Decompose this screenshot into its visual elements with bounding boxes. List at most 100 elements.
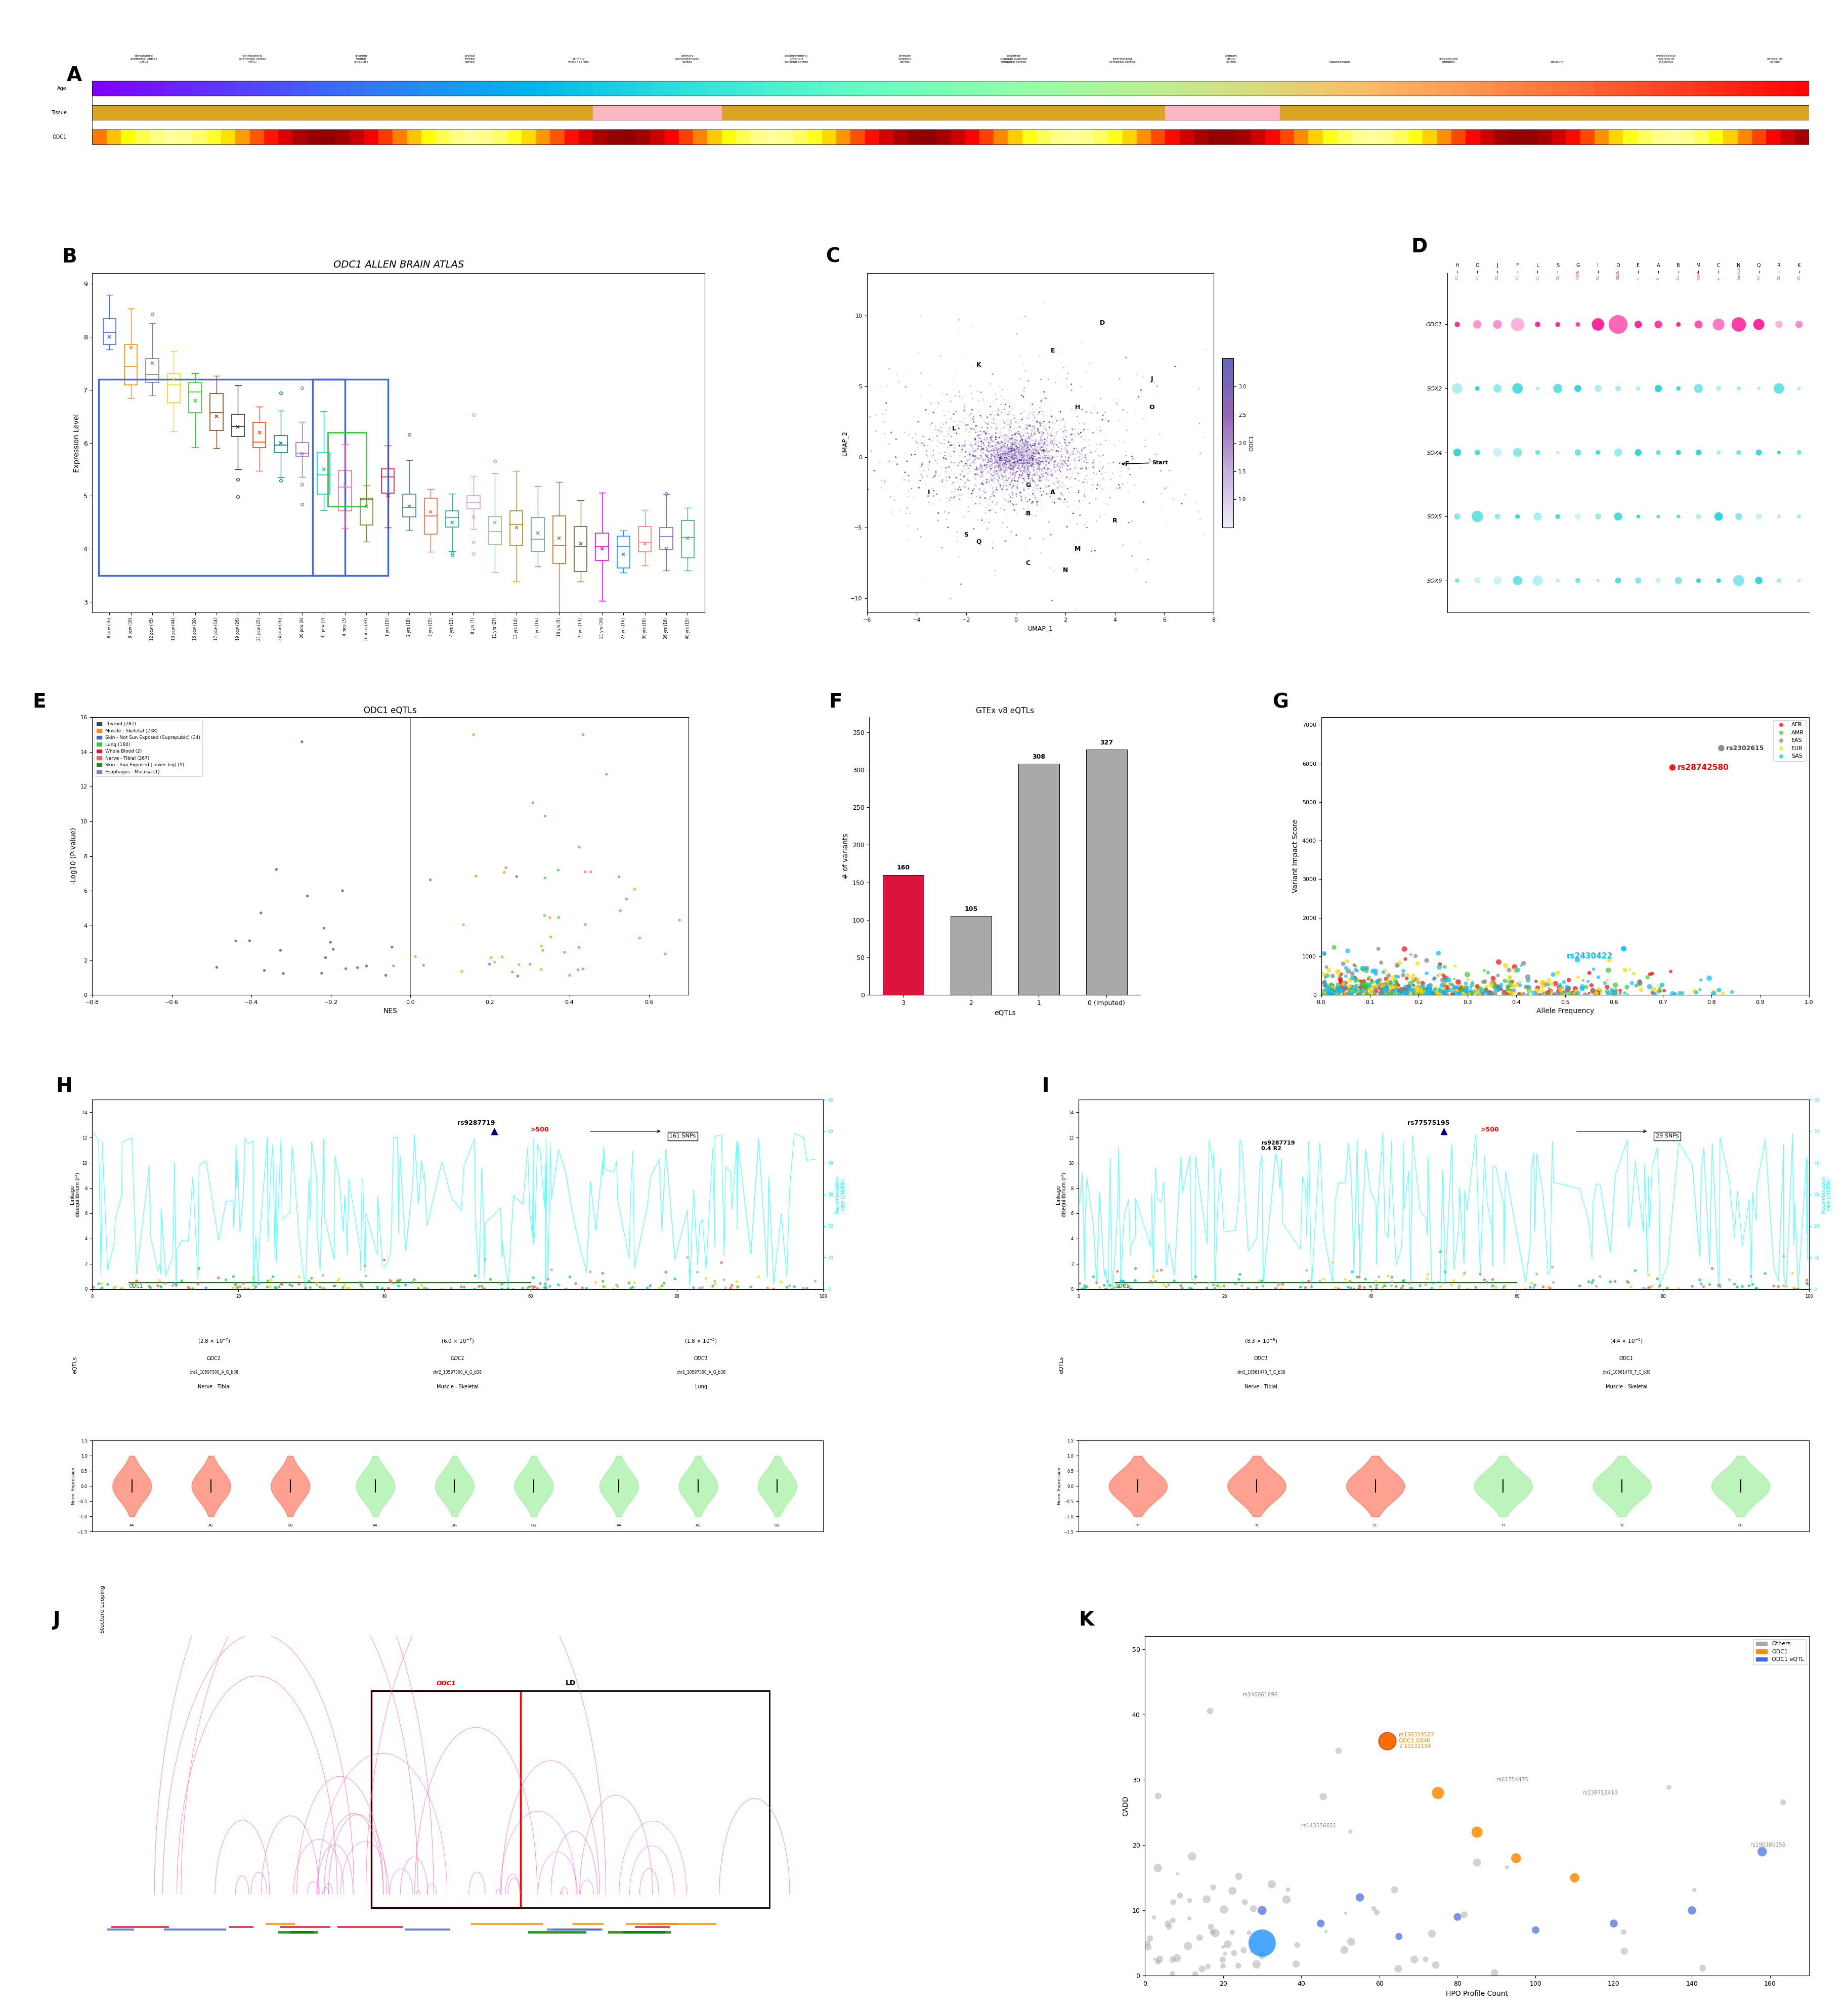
Point	[1623, 373, 1652, 405]
AMR	[1381, 966, 1410, 998]
Point	[1032, 433, 1061, 466]
Point	[1170, 478, 1200, 510]
Point	[1453, 1272, 1482, 1304]
Point	[980, 448, 1010, 480]
Point	[635, 1270, 665, 1302]
Point	[1008, 423, 1037, 456]
Point	[310, 911, 340, 943]
Text: 327: 327	[1100, 740, 1113, 746]
Bar	[1137, 81, 1152, 95]
Point	[916, 439, 945, 472]
Point	[906, 450, 936, 482]
Point	[905, 337, 934, 369]
Bar	[179, 81, 192, 95]
Others	[1174, 1885, 1204, 1917]
Point	[487, 1272, 517, 1304]
AMR	[1685, 974, 1715, 1006]
Bar	[1065, 129, 1080, 145]
Point	[467, 1270, 497, 1302]
Point	[1037, 444, 1067, 476]
Point	[1008, 450, 1037, 482]
Point	[581, 1266, 611, 1298]
Point	[1023, 448, 1052, 480]
Text: C: C	[1026, 560, 1030, 566]
Point	[964, 419, 993, 452]
Point	[901, 417, 930, 450]
SAS	[1589, 968, 1619, 1000]
Text: A: A	[66, 67, 81, 85]
EUR	[1316, 976, 1346, 1008]
Point	[1004, 435, 1034, 468]
Bar	[279, 81, 294, 95]
Bar	[1180, 81, 1194, 95]
Point	[988, 464, 1017, 496]
Point	[1013, 454, 1043, 486]
Point	[1008, 466, 1037, 498]
AFR	[1316, 978, 1346, 1010]
Point	[1017, 470, 1047, 502]
Point	[1785, 500, 1815, 532]
EAS	[1495, 954, 1525, 986]
Point	[122, 1264, 151, 1296]
Point	[1028, 442, 1058, 474]
Point	[993, 444, 1023, 476]
Point	[969, 476, 999, 508]
Bar	[1019, 764, 1060, 996]
Point	[1036, 456, 1065, 488]
Point	[1058, 458, 1087, 490]
Point	[951, 450, 980, 482]
Point	[1543, 308, 1573, 341]
Point	[930, 496, 960, 528]
Point	[973, 421, 1002, 454]
AFR	[1637, 976, 1667, 1008]
Point	[929, 444, 958, 476]
Point	[984, 450, 1013, 482]
SAS	[1528, 978, 1558, 1010]
Text: chr2_10597300_A_G_b38: chr2_10597300_A_G_b38	[676, 1369, 725, 1375]
EUR	[1403, 948, 1432, 980]
Point	[991, 425, 1021, 458]
Point	[351, 1250, 380, 1282]
AFR	[1504, 978, 1534, 1010]
EAS	[1329, 976, 1359, 1008]
Point	[1001, 456, 1030, 488]
Point	[999, 423, 1028, 456]
Point	[306, 958, 336, 990]
Point	[903, 514, 932, 546]
Point	[1004, 462, 1034, 494]
Point	[997, 437, 1026, 470]
Point	[927, 415, 956, 448]
Point	[977, 429, 1006, 462]
AMR	[1311, 968, 1340, 1000]
EUR	[1313, 976, 1342, 1008]
Point	[1482, 373, 1512, 405]
Point	[1724, 373, 1754, 405]
Point	[1056, 417, 1085, 450]
Bar	[836, 105, 851, 119]
EAS	[1377, 970, 1407, 1002]
Point	[1017, 446, 1047, 478]
Point	[1043, 448, 1073, 480]
Point	[1124, 381, 1154, 413]
Point	[967, 456, 997, 488]
Point	[1185, 437, 1215, 470]
EAS	[1316, 972, 1346, 1004]
Point	[951, 379, 980, 411]
Point	[1037, 421, 1067, 454]
Point	[177, 1272, 207, 1304]
Point	[999, 448, 1028, 480]
Point	[1002, 446, 1032, 478]
Point	[934, 496, 964, 528]
Y-axis label: Norm. Expression: Norm. Expression	[72, 1468, 76, 1504]
EUR	[1410, 976, 1440, 1008]
Point	[929, 423, 958, 456]
Point	[960, 460, 989, 492]
Bar	[1423, 105, 1436, 119]
Text: 29 SNPs: 29 SNPs	[1656, 1133, 1678, 1139]
Point	[1008, 448, 1037, 480]
AMR	[1490, 966, 1519, 998]
EAS	[1456, 976, 1486, 1008]
Point	[967, 427, 997, 460]
Point	[999, 444, 1028, 476]
Point	[1065, 371, 1095, 403]
